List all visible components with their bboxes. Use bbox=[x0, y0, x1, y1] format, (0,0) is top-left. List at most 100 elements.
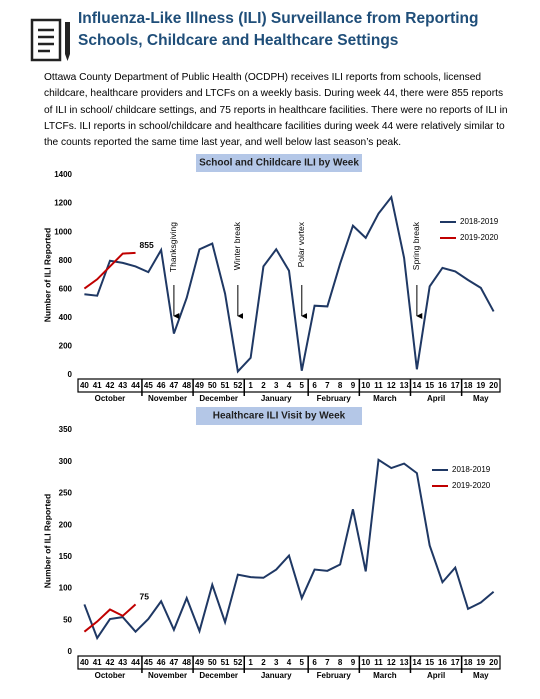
y-tick-label: 150 bbox=[59, 552, 73, 561]
x-tick-label: 11 bbox=[374, 658, 383, 667]
month-label: December bbox=[199, 671, 238, 680]
data-label: 855 bbox=[140, 240, 154, 250]
month-label: December bbox=[199, 394, 238, 403]
x-tick-label: 42 bbox=[106, 658, 115, 667]
x-tick-label: 20 bbox=[489, 658, 498, 667]
series-line bbox=[83, 603, 137, 633]
x-tick-label: 48 bbox=[182, 381, 191, 390]
x-tick-label: 2 bbox=[261, 658, 266, 667]
document-icon bbox=[30, 18, 70, 62]
x-tick-label: 14 bbox=[412, 381, 421, 390]
month-label: May bbox=[473, 671, 489, 680]
x-tick-label: 12 bbox=[387, 381, 396, 390]
month-label: January bbox=[261, 671, 292, 680]
x-tick-label: 47 bbox=[169, 658, 178, 667]
x-tick-label: 50 bbox=[208, 381, 217, 390]
y-tick-label: 300 bbox=[59, 457, 73, 466]
x-tick-label: 45 bbox=[144, 381, 153, 390]
x-tick-label: 40 bbox=[80, 381, 89, 390]
month-label: October bbox=[95, 671, 126, 680]
legend-label: 2019-2020 bbox=[460, 233, 499, 242]
body-text: Ottawa County Department of Public Healt… bbox=[44, 72, 508, 149]
x-tick-label: 46 bbox=[157, 658, 166, 667]
x-tick-label: 5 bbox=[300, 658, 305, 667]
x-tick-label: 13 bbox=[400, 658, 409, 667]
x-tick-label: 19 bbox=[476, 381, 485, 390]
month-label: October bbox=[95, 394, 126, 403]
y-axis-title: Number of ILI Reported bbox=[42, 228, 52, 322]
x-tick-label: 2 bbox=[261, 381, 266, 390]
x-tick-label: 19 bbox=[476, 658, 485, 667]
x-tick-label: 52 bbox=[233, 381, 242, 390]
x-tick-label: 1 bbox=[248, 381, 253, 390]
x-tick-label: 44 bbox=[131, 658, 140, 667]
x-tick-label: 10 bbox=[361, 658, 370, 667]
y-tick-label: 200 bbox=[59, 342, 73, 351]
month-label: April bbox=[427, 671, 445, 680]
month-label: November bbox=[148, 394, 187, 403]
x-tick-label: 43 bbox=[118, 658, 127, 667]
x-tick-label: 15 bbox=[425, 381, 434, 390]
x-tick-label: 41 bbox=[93, 658, 102, 667]
series-line bbox=[83, 251, 136, 290]
x-tick-label: 46 bbox=[157, 381, 166, 390]
data-label: 75 bbox=[140, 592, 150, 602]
legend-label: 2018-2019 bbox=[452, 465, 491, 474]
x-tick-label: 6 bbox=[312, 381, 317, 390]
legend-label: 2018-2019 bbox=[460, 217, 499, 226]
x-tick-label: 42 bbox=[106, 381, 115, 390]
x-tick-label: 18 bbox=[464, 658, 473, 667]
x-tick-label: 18 bbox=[464, 381, 473, 390]
x-tick-label: 8 bbox=[338, 381, 343, 390]
x-tick-label: 8 bbox=[338, 658, 343, 667]
y-tick-label: 0 bbox=[68, 647, 73, 656]
annotation: Polar vortex bbox=[296, 221, 306, 267]
x-tick-label: 43 bbox=[118, 381, 127, 390]
y-tick-label: 400 bbox=[59, 313, 73, 322]
x-tick-label: 4 bbox=[287, 658, 292, 667]
month-label: February bbox=[317, 671, 352, 680]
month-label: March bbox=[373, 671, 397, 680]
x-axis-box bbox=[77, 655, 501, 670]
x-tick-label: 14 bbox=[412, 658, 421, 667]
month-label: May bbox=[473, 394, 489, 403]
x-tick-label: 10 bbox=[361, 381, 370, 390]
y-tick-label: 0 bbox=[68, 370, 73, 379]
y-tick-label: 1000 bbox=[54, 227, 72, 236]
y-tick-label: 1200 bbox=[54, 199, 72, 208]
chart-title: Healthcare ILI Visit by Week bbox=[213, 411, 346, 422]
legend-label: 2019-2020 bbox=[452, 481, 491, 490]
y-tick-label: 200 bbox=[59, 520, 73, 529]
x-tick-label: 16 bbox=[438, 381, 447, 390]
title: Influenza-Like Illness (ILI) Surveillanc… bbox=[78, 10, 479, 49]
x-axis-box bbox=[77, 378, 501, 393]
x-tick-label: 45 bbox=[144, 658, 153, 667]
x-tick-label: 41 bbox=[93, 381, 102, 390]
x-tick-label: 4 bbox=[287, 381, 292, 390]
x-tick-label: 47 bbox=[169, 381, 178, 390]
series-line bbox=[83, 458, 495, 641]
x-tick-label: 48 bbox=[182, 658, 191, 667]
x-tick-label: 3 bbox=[274, 381, 279, 390]
chart-title-box bbox=[196, 407, 362, 425]
x-tick-label: 51 bbox=[221, 658, 230, 667]
y-axis-title: Number of ILI Reported bbox=[42, 494, 52, 588]
x-tick-label: 50 bbox=[208, 658, 217, 667]
series-line bbox=[84, 194, 495, 374]
x-tick-label: 49 bbox=[195, 658, 204, 667]
y-tick-label: 350 bbox=[59, 425, 73, 434]
x-tick-label: 9 bbox=[351, 381, 356, 390]
x-tick-label: 6 bbox=[312, 658, 317, 667]
x-tick-label: 5 bbox=[300, 381, 305, 390]
month-label: November bbox=[148, 671, 187, 680]
x-tick-label: 3 bbox=[274, 658, 279, 667]
x-tick-label: 12 bbox=[387, 658, 396, 667]
y-tick-label: 600 bbox=[59, 284, 73, 293]
x-tick-label: 13 bbox=[400, 381, 409, 390]
y-tick-label: 800 bbox=[59, 256, 73, 265]
x-tick-label: 51 bbox=[221, 381, 230, 390]
x-tick-label: 49 bbox=[195, 381, 204, 390]
annotation: Thanksgiving bbox=[168, 222, 178, 272]
